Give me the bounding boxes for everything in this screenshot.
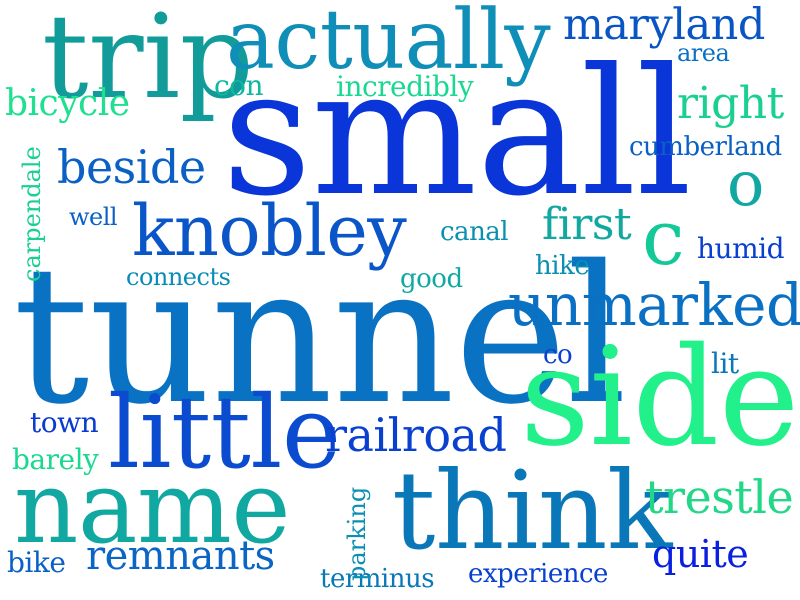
word-humid: humid	[697, 232, 785, 265]
word-tunnel: tunnel	[13, 225, 627, 446]
word-name: name	[14, 449, 291, 566]
word-small: small	[222, 32, 692, 235]
word-little: little	[108, 374, 341, 491]
word-o: o	[727, 147, 764, 220]
word-bicycle: bicycle	[5, 83, 130, 124]
word-railroad: railroad	[325, 408, 507, 462]
word-first: first	[542, 199, 632, 250]
word-c: c	[642, 193, 685, 282]
word-town: town	[30, 406, 99, 439]
word-hike: hike	[535, 251, 590, 281]
word-canal: canal	[440, 217, 509, 247]
word-maryland: maryland	[563, 0, 765, 50]
word-beside: beside	[57, 140, 206, 194]
word-cumberland: cumberland	[629, 132, 782, 162]
word-trip: trip	[42, 0, 254, 125]
word-con: con	[214, 69, 264, 102]
word-co: co	[543, 340, 573, 370]
word-experience: experience	[468, 559, 608, 589]
word-barely: barely	[12, 443, 99, 476]
word-incredibly: incredibly	[336, 70, 474, 103]
word-carpendale: carpendale	[18, 146, 46, 282]
word-unmarked: unmarked	[508, 271, 800, 339]
word-right: right	[677, 78, 784, 129]
word-think: think	[392, 449, 673, 574]
word-bike: bike	[7, 546, 66, 579]
word-quite: quite	[652, 532, 749, 576]
word-well: well	[69, 203, 118, 231]
word-area: area	[677, 39, 730, 67]
word-parking: parking	[343, 486, 371, 581]
word-remnants: remnants	[86, 533, 275, 579]
word-good: good	[400, 264, 463, 294]
word-lit: lit	[711, 347, 739, 380]
word-knobley: knobley	[132, 190, 407, 272]
word-connects: connects	[126, 263, 231, 291]
word-actually: actually	[226, 0, 551, 88]
word-terminus: terminus	[320, 564, 435, 594]
word-trestle: trestle	[645, 470, 794, 524]
word-side: side	[520, 319, 799, 477]
